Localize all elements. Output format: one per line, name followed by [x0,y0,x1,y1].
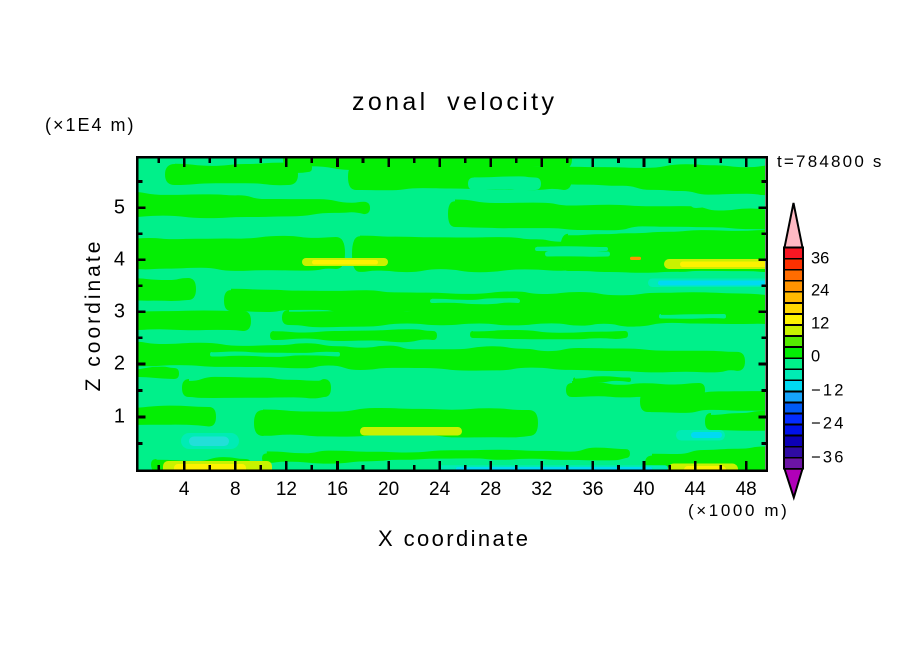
svg-text:Z coordinate: Z coordinate [82,239,105,392]
